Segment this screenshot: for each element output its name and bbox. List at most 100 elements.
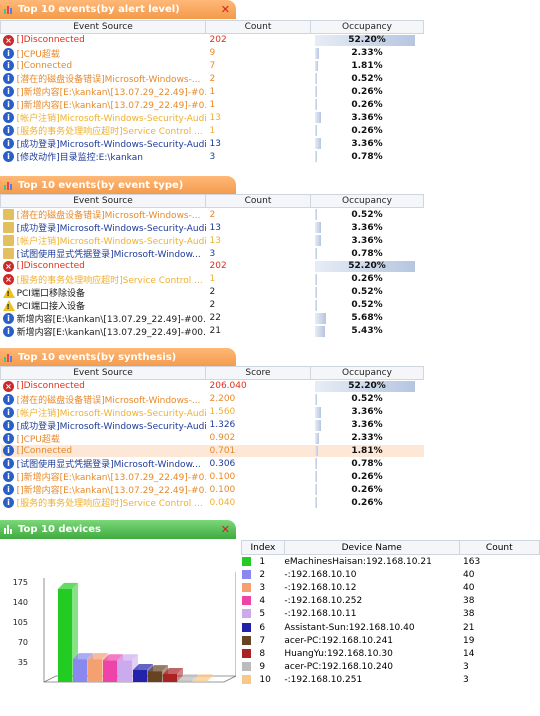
info-icon: i	[3, 325, 15, 337]
table-row[interactable]: 5 -:192.168.10.11 38	[241, 608, 540, 621]
occupancy-bar	[314, 471, 317, 483]
device-name: Assistant-Sun:192.168.10.40	[284, 622, 415, 633]
occupancy-value: 52.20%	[348, 35, 386, 46]
table-row[interactable]: i []新增内容[E:\kankan\[13.07.29_22.49]-#0...…	[1, 483, 424, 496]
table-row[interactable]: 1 eMachinesHaisan:192.168.10.21 163	[241, 555, 540, 569]
col-index[interactable]: Index	[241, 540, 285, 555]
event-source: [成功登录]Microsoft-Windows-Security-Audi...	[16, 224, 206, 234]
table-row[interactable]: 7 acer-PC:192.168.10.241 19	[241, 634, 540, 647]
table-row[interactable]: i []CPU超载 9 2.33%	[1, 47, 424, 60]
col-occupancy[interactable]: Occupancy	[310, 366, 424, 380]
event-value: 7	[209, 60, 216, 71]
occupancy-bar	[314, 312, 326, 324]
table-row[interactable]: i [成功登录]Microsoft-Windows-Security-Audi..…	[1, 137, 424, 150]
col-occupancy[interactable]: Occupancy	[310, 194, 424, 208]
table-row[interactable]: i [服务的事务处理响应超时]Service Control ... 0.040 0.…	[1, 496, 424, 509]
table-row[interactable]: 6 Assistant-Sun:192.168.10.40 21	[241, 621, 540, 634]
col-event-source[interactable]: Event Source	[0, 194, 206, 208]
table-row[interactable]: ! PCI端口移除设备 2 0.52%	[1, 286, 424, 299]
occupancy-value: 3.36%	[351, 138, 383, 149]
table-row[interactable]: × []Disconnected 202 52.20%	[1, 34, 424, 47]
occupancy-value: 0.52%	[351, 73, 383, 84]
occupancy-bar	[314, 222, 322, 233]
event-source: [修改动作]目录监控:E:\kankan	[16, 153, 143, 164]
table-row[interactable]: 4 -:192.168.10.252 38	[241, 595, 540, 608]
occupancy-value: 5.68%	[351, 313, 383, 324]
table-row[interactable]: × [服务的事务处理响应超时]Service Control ... 1 0.26%	[1, 273, 424, 286]
close-icon[interactable]: ✕	[220, 523, 230, 536]
info-icon: i	[3, 112, 15, 124]
table-row[interactable]: i []新增内容[E:\kankan\[13.07.29_22.49]-#0...…	[1, 98, 424, 111]
table-row[interactable]: i [潜在的磁盘设备错误]Microsoft-Windows-... 2.200 0.…	[1, 393, 424, 406]
table-row[interactable]: i [试图使用显式凭据登录]Microsoft-Window... 0.306 0.7…	[1, 457, 424, 470]
occupancy-value: 0.52%	[351, 300, 383, 311]
table-row[interactable]: i []新增内容[E:\kankan\[13.07.29_22.49]-#0...…	[1, 470, 424, 483]
table-row[interactable]: [帐户注销]Microsoft-Windows-Security-Audi...…	[1, 234, 424, 247]
table-row[interactable]: × []Disconnected 202 52.20%	[1, 260, 424, 273]
event-source: []新增内容[E:\kankan\[13.07.29_22.49]-#0...	[16, 88, 206, 99]
event-source: []新增内容[E:\kankan\[13.07.29_22.49]-#0...	[16, 473, 206, 484]
table-row[interactable]: [潜在的磁盘设备错误]Microsoft-Windows-... 2 0.52%	[1, 208, 424, 221]
table-row[interactable]: i []新增内容[E:\kankan\[13.07.29_22.49]-#0...…	[1, 85, 424, 98]
occupancy-value: 0.26%	[351, 471, 383, 482]
table-row[interactable]: i [服务的事务处理响应超时]Service Control ... 1 0.26%	[1, 124, 424, 137]
col-count[interactable]: Count	[458, 540, 540, 555]
table-row[interactable]: [试图使用显式凭据登录]Microsoft-Window... 3 0.78%	[1, 247, 424, 260]
bar-8[interactable]	[163, 668, 183, 682]
device-index: 3	[259, 582, 266, 593]
info-icon: i	[3, 73, 15, 85]
event-value: 13	[209, 235, 221, 246]
occupancy-bar	[314, 445, 319, 457]
table-row[interactable]: i [帐户注销]Microsoft-Windows-Security-Audi..…	[1, 111, 424, 124]
occupancy-bar	[314, 419, 322, 431]
col-score[interactable]: Score	[205, 366, 311, 380]
event-source: [帐户注销]Microsoft-Windows-Security-Audi...	[16, 114, 206, 125]
panel-devices: Top 10 devices ✕	[0, 520, 540, 539]
tab-synthesis[interactable]: Top 10 events(by synthesis)	[0, 348, 236, 367]
table-row[interactable]: 9 acer-PC:192.168.10.240 3	[241, 661, 540, 674]
event-value: 9	[209, 48, 216, 59]
table-row[interactable]: [成功登录]Microsoft-Windows-Security-Audi...…	[1, 221, 424, 234]
error-icon: ×	[3, 260, 15, 272]
table-row[interactable]: i []Connected 7 1.81%	[1, 60, 424, 73]
tab-devices[interactable]: Top 10 devices ✕	[0, 520, 236, 539]
device-count: 3	[463, 662, 469, 673]
table-row[interactable]: 8 HuangYu:192.168.10.30 14	[241, 647, 540, 660]
table-row[interactable]: × []Disconnected 206.040 52.20%	[1, 380, 424, 393]
event-value: 0.100	[209, 471, 236, 482]
close-icon[interactable]: ✕	[220, 3, 230, 16]
col-event-source[interactable]: Event Source	[0, 366, 206, 380]
table-row[interactable]: i 新增内容[E:\kankan\[13.07.29_22.49]-#00... 2…	[1, 325, 424, 338]
device-name: acer-PC:192.168.10.240	[284, 662, 394, 673]
color-swatch	[241, 675, 251, 685]
table-row[interactable]: 10 -:192.168.10.251 3	[241, 674, 540, 687]
color-swatch	[241, 648, 251, 658]
occupancy-value: 5.43%	[351, 326, 383, 337]
col-count[interactable]: Count	[205, 20, 311, 34]
color-swatch	[241, 569, 251, 579]
col-occupancy[interactable]: Occupancy	[310, 20, 424, 34]
bar-front	[118, 660, 132, 682]
table-row[interactable]: ! PCI端口接入设备 2 0.52%	[1, 299, 424, 312]
table-row[interactable]: i [修改动作]目录监控:E:\kankan 3 0.78%	[1, 150, 424, 163]
event-source: []新增内容[E:\kankan\[13.07.29_22.49]-#0...	[16, 486, 206, 497]
event-value: 0.701	[205, 444, 311, 458]
tab-event-type[interactable]: Top 10 events(by event type)	[0, 176, 236, 195]
bar-10[interactable]	[193, 674, 213, 682]
table-row[interactable]: 2 -:192.168.10.10 40	[241, 568, 540, 581]
table-row[interactable]: i [成功登录]Microsoft-Windows-Security-Audi..…	[1, 419, 424, 432]
tab-alert-level[interactable]: Top 10 events(by alert level) ✕	[0, 0, 236, 19]
col-count[interactable]: Count	[205, 194, 311, 208]
occupancy-bar	[314, 112, 322, 124]
device-name: -:192.168.10.11	[284, 609, 357, 620]
occupancy-bar	[314, 60, 319, 72]
table-row[interactable]: i [潜在的磁盘设备错误]Microsoft-Windows-... 2 0.52%	[1, 72, 424, 85]
table-row[interactable]: i 新增内容[E:\kankan\[13.07.29_22.49]-#00... 2…	[1, 312, 424, 325]
events-icon	[4, 182, 12, 190]
col-event-source[interactable]: Event Source	[0, 20, 206, 34]
table-row[interactable]: 3 -:192.168.10.12 40	[241, 581, 540, 594]
table-row[interactable]: i []Connected 0.701 1.81%	[0, 444, 424, 458]
col-device-name[interactable]: Device Name	[283, 540, 460, 555]
table-row[interactable]: i [帐户注销]Microsoft-Windows-Security-Audi..…	[1, 406, 424, 419]
table-row[interactable]: i []CPU超载 0.902 2.33%	[1, 432, 424, 445]
